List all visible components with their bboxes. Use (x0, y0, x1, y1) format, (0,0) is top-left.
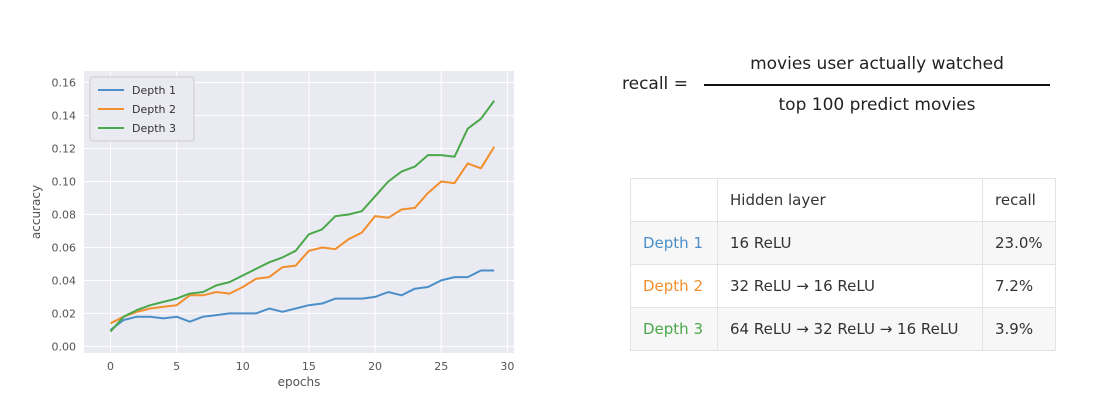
table-row: Depth 2 32 ReLU → 16 ReLU 7.2% (630, 264, 1056, 308)
y-tick-label: 0.10 (52, 175, 77, 188)
row-hidden-layer: 16 ReLU (717, 221, 983, 265)
y-axis-title: accuracy (29, 185, 43, 239)
table-header-row: Hidden layer recall (630, 178, 1056, 222)
y-tick-label: 0.16 (52, 77, 77, 90)
table-row: Depth 3 64 ReLU → 32 ReLU → 16 ReLU 3.9% (630, 307, 1056, 351)
x-tick-label: 30 (500, 360, 514, 373)
row-hidden-layer: 64 ReLU → 32 ReLU → 16 ReLU (717, 307, 983, 351)
formula-denominator: top 100 predict movies (778, 95, 976, 115)
accuracy-chart: 0.00 0.02 0.04 0.06 0.08 0.10 0.12 0.14 0.16 0 5 10… (29, 71, 514, 389)
x-tick-label: 10 (236, 360, 250, 373)
y-tick-label: 0.14 (52, 110, 77, 123)
y-tick-label: 0.00 (52, 340, 77, 353)
x-axis-title: epochs (278, 375, 321, 389)
row-recall: 3.9% (982, 307, 1056, 351)
row-recall: 7.2% (982, 264, 1056, 308)
y-tick-label: 0.02 (52, 307, 77, 320)
legend-label-depth-2: Depth 2 (132, 103, 176, 116)
legend-label-depth-1: Depth 1 (132, 84, 176, 97)
row-recall: 23.0% (982, 221, 1056, 265)
series-line-depth-2 (110, 146, 496, 325)
table-row: Depth 1 16 ReLU 23.0% (630, 221, 1056, 265)
x-tick-label: 0 (107, 360, 114, 373)
y-tick-label: 0.08 (52, 208, 77, 221)
row-hidden-layer: 32 ReLU → 16 ReLU (717, 264, 983, 308)
y-tick-label: 0.12 (52, 143, 77, 156)
y-tick-label: 0.04 (52, 274, 77, 287)
x-tick-label: 20 (368, 360, 382, 373)
recall-formula: recall = movies user actually watched to… (620, 48, 1060, 128)
y-tick-label: 0.06 (52, 241, 77, 254)
row-depth-name: Depth 2 (630, 264, 718, 308)
legend-label-depth-3: Depth 3 (132, 122, 176, 135)
accuracy-chart-svg: 0.00 0.02 0.04 0.06 0.08 0.10 0.12 0.14 0.16 0 5 10… (29, 71, 514, 389)
header-cell-empty (630, 178, 718, 222)
legend-box (89, 76, 195, 142)
formula-numerator: movies user actually watched (750, 54, 1004, 74)
series-line-depth-3 (109, 100, 496, 333)
series-line-depth-1 (109, 269, 495, 331)
formula-lhs: recall = (622, 74, 688, 94)
x-tick-label: 25 (434, 360, 448, 373)
header-cell-hidden-layer: Hidden layer (717, 178, 983, 222)
x-tick-label: 15 (302, 360, 316, 373)
row-depth-name: Depth 3 (630, 307, 718, 351)
fraction-bar (704, 84, 1050, 86)
results-table: Hidden layer recall Depth 1 16 ReLU 23.0… (630, 178, 1056, 351)
x-tick-label: 5 (173, 360, 180, 373)
header-cell-recall: recall (982, 178, 1056, 222)
row-depth-name: Depth 1 (630, 221, 718, 265)
